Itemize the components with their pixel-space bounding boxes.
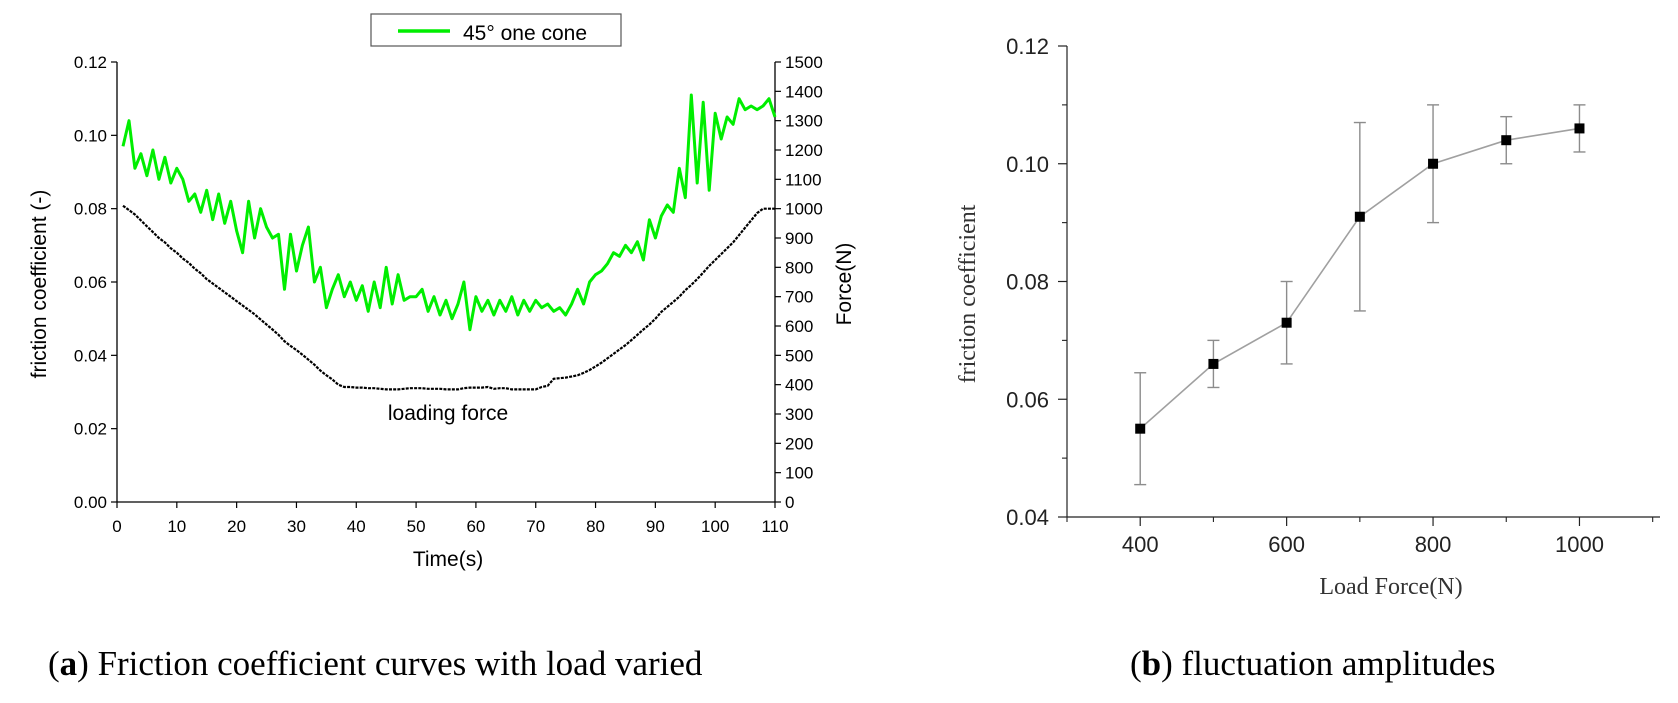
caption-a: (a) Friction coefficient curves with loa… [48,644,703,683]
caption-a-letter: a [59,644,78,683]
y-right-tick-label: 0 [785,493,794,512]
y-left-tick-label: 0.12 [74,53,107,72]
y-left-tick-label: 0.06 [74,273,107,292]
y-right-tick-label: 1500 [785,53,823,72]
y-right-tick-label: 400 [785,376,813,395]
y-tick-label-b: 0.12 [1006,34,1049,59]
y-right-tick-label: 1000 [785,200,823,219]
caption-a-text: Friction coefficient curves with load va… [97,644,703,683]
chart-b-axes [1066,46,1660,518]
x-tick-label-b: 400 [1122,532,1159,557]
y-right-tick-label: 200 [785,434,813,453]
y-right-tick-label: 1200 [785,141,823,160]
x-tick-label: 0 [112,517,121,536]
x-tick-label: 110 [761,517,788,536]
data-point [1501,135,1512,146]
x-tick-label: 60 [466,517,485,536]
x-tick-label: 80 [586,517,605,536]
data-point [1354,211,1365,222]
y-tick-label-b: 0.10 [1006,152,1049,177]
y-left-tick-label: 0.00 [74,493,107,512]
x-tick-label: 10 [167,517,186,536]
x-axis-label-b: Load Force(N) [1319,574,1462,600]
loading-force-annotation: loading force [388,402,508,425]
y-right-tick-label: 900 [785,229,813,248]
y-right-tick-label: 300 [785,405,813,424]
y-left-tick-label: 0.04 [74,346,107,365]
x-axis-label: Time(s) [413,548,483,571]
chart-a-series [121,93,777,391]
y-left-tick-label: 0.10 [74,126,107,145]
chart-b-ticks: 400 600 800 1000 0.04 0.06 0.08 0.10 0.12 [1006,34,1654,557]
x-tick-label: 40 [347,517,366,536]
data-point [1135,423,1146,434]
x-tick-label: 50 [407,517,426,536]
x-tick-label-b: 1000 [1555,532,1604,557]
y-right-tick-label: 100 [785,464,813,483]
caption-b-letter: b [1141,644,1162,683]
x-tick-label-b: 800 [1415,532,1452,557]
data-point [1428,158,1439,169]
y-tick-label-b: 0.04 [1006,505,1049,530]
y-right-tick-label: 800 [785,258,813,277]
data-point [1281,317,1292,328]
x-tick-label: 70 [526,517,545,536]
x-tick-label: 20 [227,517,246,536]
y-axis-left-label: friction coefficient (-) [28,190,51,379]
x-tick-label: 90 [646,517,665,536]
y-right-tick-label: 1100 [785,170,822,189]
friction-coefficient-line [121,93,777,332]
x-tick-label: 30 [287,517,306,536]
data-point [1574,123,1585,134]
caption-b-text: fluctuation amplitudes [1181,644,1496,683]
y-tick-label-b: 0.06 [1006,387,1049,412]
y-tick-label-b: 0.08 [1006,270,1049,295]
y-right-tick-label: 500 [785,346,813,365]
loading-force-line [122,204,775,391]
chart-a-ticks: 0 10 20 30 40 50 60 70 80 90 100 110 0.00 0.02 0.04 0.0… [74,53,823,536]
y-right-tick-label: 1300 [785,112,823,131]
legend-label: 45° one cone [463,22,587,45]
y-right-tick-label: 700 [785,288,813,307]
y-axis-right-label: Force(N) [833,243,856,326]
chart-b-series [1134,104,1586,486]
chart-a-axes [116,62,776,503]
y-right-tick-label: 600 [785,317,813,336]
x-tick-label-b: 600 [1268,532,1305,557]
x-tick-label: 100 [701,517,729,536]
caption-b: (b) fluctuation amplitudes [1130,644,1496,683]
chart-a: 45° one cone 0 10 20 30 40 50 60 70 80 90 100 110 0.… [28,13,856,571]
chart-b: 400 600 800 1000 0.04 0.06 0.08 0.10 0.12 Load F… [955,34,1660,600]
data-point [1208,358,1219,369]
y-right-tick-label: 1400 [785,82,823,101]
y-left-tick-label: 0.08 [74,200,107,219]
y-axis-label-b: friction coefficient [955,204,981,383]
y-left-tick-label: 0.02 [74,420,107,439]
